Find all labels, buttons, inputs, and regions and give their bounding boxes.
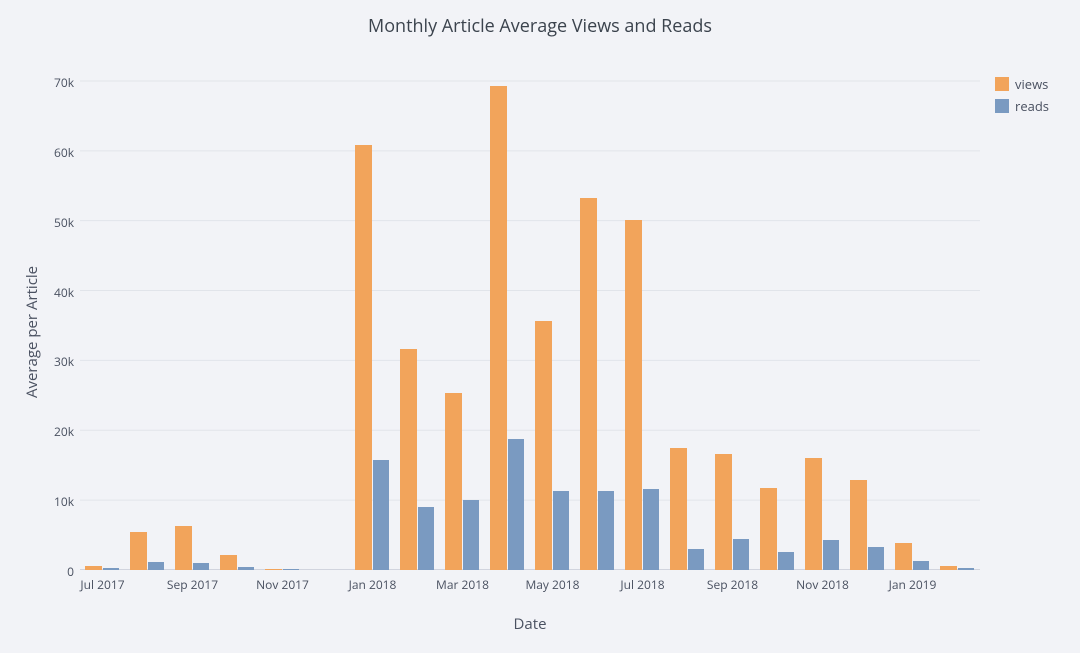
legend: views reads [995, 75, 1049, 119]
y-tick-label: 40k [54, 284, 74, 301]
bar-views[interactable] [940, 566, 957, 570]
y-tick-label: 30k [54, 353, 74, 370]
bar-reads[interactable] [778, 552, 795, 570]
bar-reads[interactable] [373, 460, 390, 570]
bars-layer [80, 60, 980, 570]
bar-reads[interactable] [103, 568, 120, 570]
x-tick-label: Nov 2018 [783, 576, 863, 593]
y-tick-label: 70k [54, 74, 74, 91]
bar-reads[interactable] [958, 568, 975, 570]
bar-views[interactable] [130, 532, 147, 570]
bar-views[interactable] [220, 555, 237, 570]
x-tick-label: Jul 2017 [63, 576, 143, 593]
y-axis-label: Average per Article [22, 266, 42, 398]
bar-views[interactable] [715, 454, 732, 570]
y-tick-label: 60k [54, 144, 74, 161]
bar-reads[interactable] [148, 562, 165, 570]
bar-reads[interactable] [238, 567, 255, 570]
bar-views[interactable] [535, 321, 552, 570]
x-tick-label: Jan 2018 [333, 576, 413, 593]
bar-reads[interactable] [688, 549, 705, 570]
bar-views[interactable] [355, 145, 372, 570]
y-tick-label: 10k [54, 493, 74, 510]
bar-views[interactable] [265, 569, 282, 570]
bar-reads[interactable] [823, 540, 840, 570]
x-tick-label: May 2018 [513, 576, 593, 593]
bar-views[interactable] [850, 480, 867, 570]
chart-title: Monthly Article Average Views and Reads [0, 14, 1080, 38]
legend-label: views [1015, 75, 1048, 93]
bar-reads[interactable] [283, 569, 300, 570]
bar-reads[interactable] [553, 491, 570, 570]
bar-views[interactable] [895, 543, 912, 570]
x-tick-label: Jan 2019 [873, 576, 953, 593]
bar-views[interactable] [490, 86, 507, 570]
bar-views[interactable] [760, 488, 777, 570]
bar-views[interactable] [445, 393, 462, 570]
chart-container: Monthly Article Average Views and Reads … [0, 0, 1080, 653]
bar-reads[interactable] [643, 489, 660, 570]
legend-swatch [995, 77, 1009, 91]
bar-reads[interactable] [463, 500, 480, 570]
bar-views[interactable] [400, 349, 417, 570]
x-tick-label: Mar 2018 [423, 576, 503, 593]
bar-views[interactable] [805, 458, 822, 570]
x-tick-label: Sep 2017 [153, 576, 233, 593]
y-tick-label: 50k [54, 214, 74, 231]
bar-views[interactable] [625, 220, 642, 570]
y-tick-label: 20k [54, 423, 74, 440]
x-tick-label: Sep 2018 [693, 576, 773, 593]
bar-views[interactable] [175, 526, 192, 570]
x-tick-label: Nov 2017 [243, 576, 323, 593]
legend-item-views[interactable]: views [995, 75, 1049, 93]
bar-reads[interactable] [418, 507, 435, 570]
x-axis-label: Date [430, 614, 630, 634]
x-tick-label: Jul 2018 [603, 576, 683, 593]
bar-reads[interactable] [913, 561, 930, 570]
bar-reads[interactable] [193, 563, 210, 570]
legend-label: reads [1015, 97, 1049, 115]
legend-swatch [995, 99, 1009, 113]
legend-item-reads[interactable]: reads [995, 97, 1049, 115]
bar-reads[interactable] [733, 539, 750, 570]
plot-area [80, 60, 980, 570]
bar-reads[interactable] [598, 491, 615, 570]
bar-views[interactable] [85, 566, 102, 570]
bar-reads[interactable] [868, 547, 885, 570]
bar-views[interactable] [670, 448, 687, 570]
bar-reads[interactable] [508, 439, 525, 570]
bar-views[interactable] [580, 198, 597, 570]
